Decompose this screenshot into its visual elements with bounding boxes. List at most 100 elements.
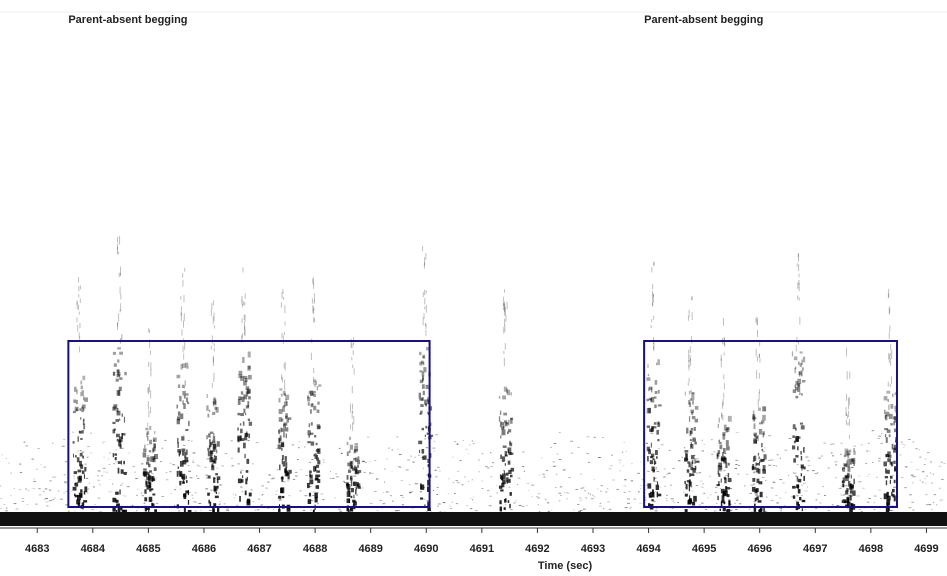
call-segment bbox=[283, 431, 285, 438]
call-harmonic bbox=[212, 316, 214, 325]
noise-speck bbox=[344, 500, 346, 502]
noise-speck bbox=[901, 441, 903, 443]
call-segment bbox=[74, 494, 79, 498]
call-segment bbox=[756, 467, 759, 473]
call-segment bbox=[149, 439, 152, 445]
call-segment bbox=[691, 411, 694, 416]
noise-speck bbox=[490, 476, 493, 478]
call-segment bbox=[505, 422, 509, 425]
noise-speck bbox=[332, 477, 335, 479]
noise-speck bbox=[87, 456, 89, 458]
noise-speck bbox=[783, 505, 786, 507]
noise-speck bbox=[606, 488, 609, 490]
call-segment bbox=[691, 460, 694, 465]
call-segment bbox=[73, 471, 78, 475]
call-segment bbox=[154, 453, 158, 459]
call-harmonic bbox=[651, 290, 653, 300]
noise-speck bbox=[704, 508, 708, 510]
call-harmonic bbox=[796, 336, 798, 343]
call-segment bbox=[686, 427, 689, 434]
noise-speck bbox=[210, 489, 213, 491]
call-segment bbox=[77, 478, 82, 483]
noise-speck bbox=[555, 473, 558, 475]
call-segment bbox=[76, 389, 78, 395]
noise-speck bbox=[589, 493, 591, 495]
call-segment bbox=[149, 476, 154, 482]
noise-speck bbox=[570, 440, 574, 442]
noise-speck bbox=[639, 488, 642, 490]
call-segment bbox=[753, 423, 756, 430]
call-segment bbox=[894, 428, 897, 433]
noise-speck bbox=[231, 465, 234, 467]
call-segment bbox=[719, 508, 721, 511]
call-segment bbox=[646, 377, 651, 381]
call-harmonic bbox=[422, 246, 424, 252]
call-segment bbox=[176, 374, 181, 379]
call-harmonic bbox=[210, 346, 212, 350]
call-segment bbox=[800, 450, 802, 455]
call-harmonic bbox=[846, 414, 848, 419]
call-harmonic bbox=[351, 411, 353, 419]
call-segment bbox=[75, 399, 78, 405]
noise-speck bbox=[343, 480, 345, 482]
noise-speck bbox=[914, 476, 917, 478]
noise-speck bbox=[601, 437, 604, 439]
call-segment bbox=[728, 499, 731, 505]
noise-speck bbox=[797, 477, 799, 479]
noise-speck bbox=[233, 497, 236, 499]
call-harmonic bbox=[148, 327, 150, 333]
noise-speck bbox=[65, 490, 69, 492]
call-segment bbox=[889, 475, 893, 479]
call-segment bbox=[801, 359, 803, 366]
call-segment bbox=[508, 452, 512, 456]
call-segment bbox=[346, 507, 349, 512]
noise-speck bbox=[815, 499, 818, 501]
noise-speck bbox=[921, 481, 924, 483]
noise-speck bbox=[232, 493, 234, 495]
noise-speck bbox=[544, 498, 547, 500]
call-segment bbox=[314, 381, 318, 385]
call-harmonic bbox=[119, 235, 121, 245]
noise-speck bbox=[439, 511, 442, 513]
noise-speck bbox=[206, 458, 210, 460]
call-segment bbox=[152, 493, 156, 496]
call-segment bbox=[79, 460, 82, 467]
call-segment bbox=[72, 440, 75, 444]
noise-speck bbox=[878, 489, 882, 491]
call-segment bbox=[894, 419, 897, 423]
noise-speck bbox=[481, 453, 484, 455]
call-segment bbox=[146, 432, 148, 438]
x-tick-label: 4685 bbox=[136, 543, 160, 555]
noise-speck bbox=[807, 460, 810, 462]
call-harmonic bbox=[243, 301, 245, 306]
call-segment bbox=[844, 451, 848, 457]
call-segment bbox=[888, 434, 891, 438]
noise-speck bbox=[593, 479, 595, 481]
noise-speck bbox=[204, 466, 207, 468]
noise-speck bbox=[84, 478, 86, 480]
call-segment bbox=[792, 435, 795, 438]
call-segment bbox=[887, 451, 891, 455]
call-segment bbox=[245, 478, 248, 485]
call-harmonic bbox=[148, 329, 150, 334]
noise-speck bbox=[297, 447, 300, 449]
call-segment bbox=[317, 460, 321, 465]
call-segment bbox=[350, 487, 354, 493]
call-harmonic bbox=[150, 390, 152, 399]
call-segment bbox=[142, 452, 147, 458]
call-harmonic bbox=[720, 354, 722, 361]
call-segment bbox=[214, 406, 218, 410]
noise-speck bbox=[909, 494, 912, 496]
noise-speck bbox=[155, 477, 158, 479]
noise-speck bbox=[350, 481, 352, 483]
call-segment bbox=[885, 437, 888, 443]
noise-speck bbox=[198, 503, 202, 505]
noise-speck bbox=[36, 468, 38, 470]
call-segment bbox=[353, 457, 356, 461]
call-segment bbox=[688, 390, 691, 395]
noise-speck bbox=[698, 472, 702, 474]
call-segment bbox=[510, 417, 514, 420]
call-segment bbox=[726, 427, 730, 431]
call-segment bbox=[692, 468, 696, 473]
noise-speck bbox=[765, 479, 767, 481]
